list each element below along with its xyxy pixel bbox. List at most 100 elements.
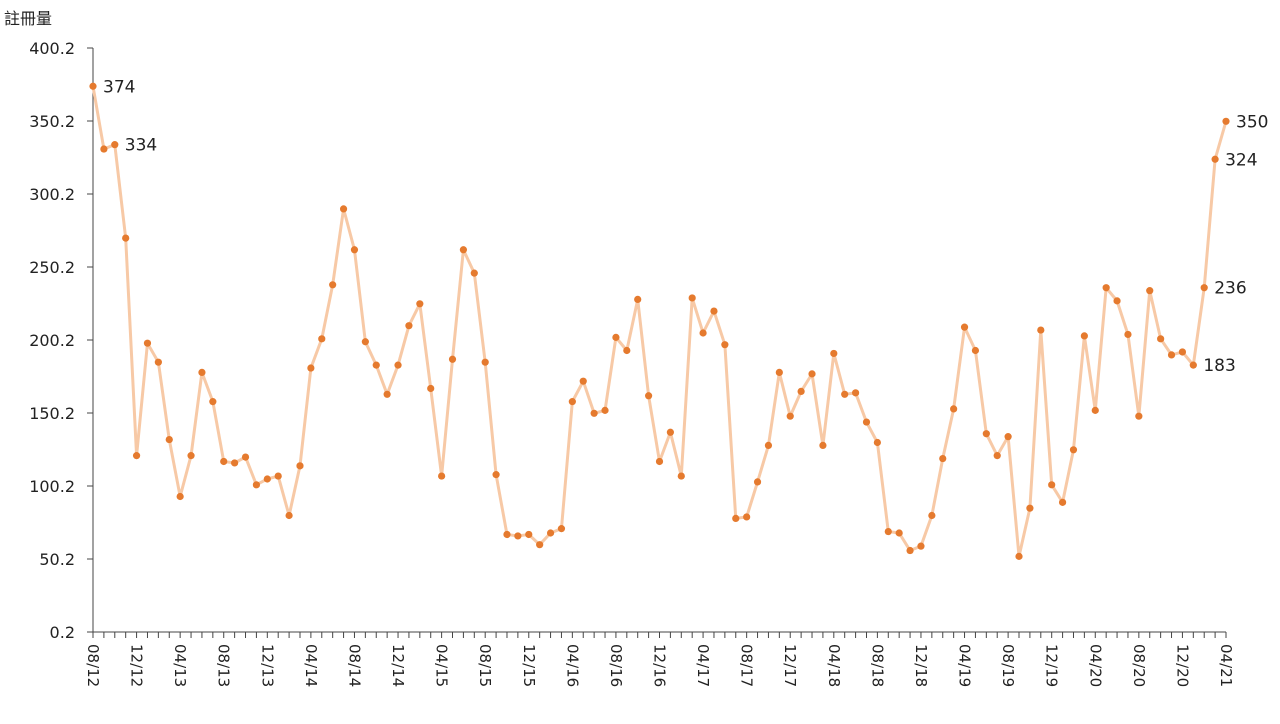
x-tick-label: 04/19 [956,644,974,687]
data-point [688,294,696,302]
x-tick-label: 04/16 [563,644,581,687]
data-point [122,234,130,242]
data-point [1037,326,1045,334]
y-tick-label: 200.2 [29,331,75,350]
y-tick-label: 250.2 [29,258,75,277]
data-point [263,475,271,483]
data-point [274,472,282,480]
x-tick-label: 12/14 [389,644,407,687]
y-axis-label: 註冊量 [4,9,52,28]
data-point [1222,117,1230,125]
data-point [198,368,206,377]
data-point [241,453,250,461]
series-line [91,85,1228,558]
x-tick-label: 12/17 [781,644,799,687]
data-point [808,370,816,378]
data-point [1004,433,1012,441]
x-tick-label: 04/20 [1086,644,1104,687]
data-label: 236 [1214,279,1246,299]
data-point [1080,332,1088,340]
y-tick-label: 150.2 [29,404,75,423]
data-point [971,346,980,355]
y-tick-label: 400.2 [29,39,75,58]
data-point [568,398,576,406]
x-tick-label: 12/13 [258,644,276,687]
data-point [1157,335,1165,343]
data-point [132,452,141,460]
data-point [231,459,239,467]
data-point [318,335,326,343]
data-point [982,430,990,438]
data-point [993,452,1001,460]
data-point [677,472,685,480]
data-point [1015,552,1023,560]
data-point [950,405,958,413]
data-point [329,281,337,289]
data-point [960,323,969,331]
y-tick-label: 100.2 [29,477,75,496]
x-tick-label: 04/17 [694,644,712,687]
data-point [514,532,522,540]
data-point [427,384,435,393]
data-point [1135,412,1143,420]
data-point [1048,481,1056,489]
data-label: 374 [103,77,135,97]
data-point [492,471,500,479]
data-point [906,546,914,555]
data-point [623,346,631,355]
data-point [797,387,805,395]
data-point [1200,284,1208,292]
x-tick-label: 08/13 [215,644,233,687]
data-point [252,481,261,489]
data-point [416,300,424,308]
x-tick-label: 08/18 [868,644,886,687]
data-point [1058,498,1067,506]
data-point [590,409,598,417]
data-point [830,349,838,358]
data-point [111,141,119,149]
data-point [873,438,881,447]
x-tick-label: 12/16 [651,644,669,687]
data-point [884,527,892,536]
y-axis: 0.2 50.2 100.2 150.2 200.2 250.2 300.2 350.2 400… [29,39,94,642]
data-point [394,361,402,369]
data-point [699,329,707,337]
data-point [405,322,413,330]
data-point [764,441,773,450]
x-tick-label: 08/12 [84,644,102,687]
data-point [448,355,457,363]
data-point [1102,284,1110,292]
data-label-layer: 374 334 183 236 324 350 [103,77,1268,376]
x-tick-label: 12/20 [1173,644,1191,687]
data-point [187,452,195,460]
x-tick-label: 08/20 [1130,644,1148,687]
data-label: 183 [1203,356,1235,376]
data-point [819,441,827,450]
data-point [285,511,293,520]
data-point [1146,287,1154,295]
data-point [939,454,947,463]
data-point [655,457,664,466]
data-point [296,462,304,470]
data-point [557,525,566,533]
data-point [176,492,184,501]
data-point [612,333,620,341]
x-tick-label: 12/19 [1043,644,1061,687]
y-tick-label: 300.2 [29,185,75,204]
x-tick-label: 04/18 [825,644,843,687]
data-point [154,358,162,366]
y-tick-label: 350.2 [29,112,75,131]
data-point [307,364,315,372]
x-tick-label: 08/17 [738,644,756,687]
data-point [438,472,446,480]
data-point [1113,297,1121,305]
x-tick-label: 08/14 [345,644,363,687]
data-point [209,398,217,406]
data-point [1211,155,1219,163]
data-point [743,513,751,521]
data-point [503,530,511,539]
data-point [579,377,587,385]
data-point [536,541,544,549]
data-point [721,341,729,349]
